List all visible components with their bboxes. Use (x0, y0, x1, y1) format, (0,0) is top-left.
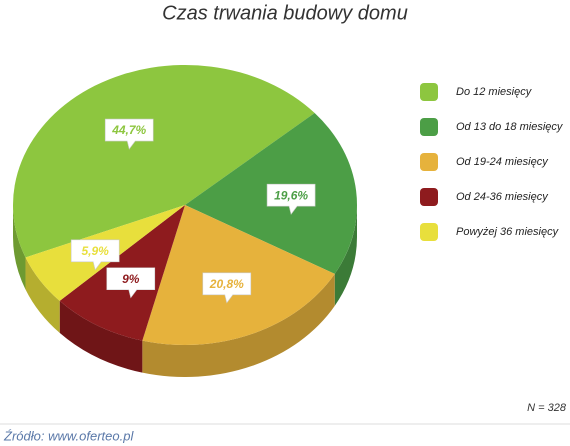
slice-side (334, 205, 357, 306)
legend-label: Do 12 miesięcy (456, 86, 533, 98)
legend-label: Od 13 do 18 miesięcy (456, 121, 564, 133)
slice-side (25, 257, 60, 333)
label-box (106, 267, 156, 299)
label-text: 5,9% (82, 244, 110, 258)
label-box (70, 239, 120, 271)
label-text: 19,6% (274, 188, 308, 202)
data-label: 19,6% (266, 183, 316, 215)
data-label: 20,8% (202, 272, 252, 304)
data-label: 44,7% (104, 118, 154, 150)
slice (13, 64, 315, 258)
legend-swatch (420, 188, 438, 206)
label-text: 9% (122, 272, 140, 286)
source: Źródło: www.oferteo.pl (3, 428, 134, 443)
legend-label: Od 19-24 miesięcy (456, 156, 549, 168)
legend-swatch (420, 83, 438, 101)
slice-side (142, 273, 335, 377)
data-label: 5,9% (70, 239, 120, 271)
legend-swatch (420, 153, 438, 171)
legend-swatch (420, 223, 438, 241)
legend-swatch (420, 118, 438, 136)
sample-note: N = 328 (527, 402, 567, 414)
label-box (202, 272, 252, 304)
chart-title: Czas trwania budowy domu (162, 2, 408, 24)
label-box (266, 183, 316, 215)
legend-label: Od 24-36 miesięcy (456, 191, 549, 203)
data-label: 9% (106, 267, 156, 299)
label-box (104, 118, 154, 150)
label-text: 20,8% (209, 277, 244, 291)
label-text: 44,7% (111, 123, 146, 137)
legend-label: Powyżej 36 miesięcy (456, 226, 560, 238)
slice-side (59, 300, 143, 373)
slice-side (13, 205, 26, 290)
